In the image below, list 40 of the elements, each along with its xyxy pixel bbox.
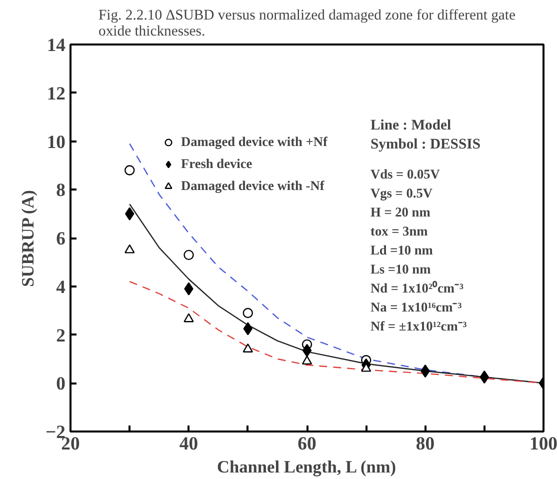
x-tick-label: 80	[416, 434, 435, 454]
y-tick-label: 8	[56, 180, 66, 202]
point	[302, 344, 312, 358]
annotation: Na = 1x10¹⁶cm⁻³	[370, 300, 462, 314]
y-tick-label: 12	[46, 83, 66, 104]
legend-label: Damaged device with +Nf	[181, 134, 328, 150]
y-tick-label: 0	[56, 374, 66, 395]
y-tick-label: 14	[46, 35, 66, 56]
point	[184, 313, 194, 322]
point	[242, 343, 253, 352]
annotation: Ls =10 nm	[370, 262, 431, 276]
x-axis-title: Channel Length, L (nm)	[216, 458, 396, 476]
annotation: Vgs = 0.5V	[370, 186, 433, 200]
y-tick-label: 4	[56, 276, 66, 298]
annotation: Symbol : DESSIS	[370, 136, 480, 152]
y-tick-label: 10	[46, 132, 66, 153]
y-axis-title: SUBRUP (A)	[18, 190, 38, 287]
annotation: tox = 3nm	[370, 224, 428, 238]
point	[125, 207, 134, 220]
point	[184, 250, 194, 260]
point	[242, 308, 253, 318]
point	[124, 165, 135, 176]
y-tick-label: 2	[56, 325, 66, 346]
x-tick-label: 60	[298, 434, 316, 454]
annotation: Vds = 0.05V	[370, 166, 440, 182]
annotation: Nf = ±1x10¹²cm⁻³	[370, 318, 467, 334]
chart-title: Fig. 2.2.10 ΔSUBD versus normalized damaged zone for different gate oxide thicknesses.	[98, 8, 516, 40]
point	[302, 356, 312, 365]
point	[184, 282, 194, 296]
legend-label: Damaged device with -Nf	[181, 178, 324, 194]
x-tick-label: 100	[530, 434, 557, 454]
annotation: H = 20 nm	[370, 204, 430, 220]
legend-label: Fresh device	[181, 156, 252, 172]
point	[124, 244, 135, 254]
x-tick-label: 40	[179, 434, 198, 454]
annotation: Line : Model	[370, 118, 452, 134]
y-tick-label: 6	[56, 228, 66, 250]
point	[243, 322, 252, 336]
annotation: Nd = 1x10²⁰cm⁻³	[370, 280, 464, 296]
annotation: Ld =10 nm	[370, 242, 433, 258]
